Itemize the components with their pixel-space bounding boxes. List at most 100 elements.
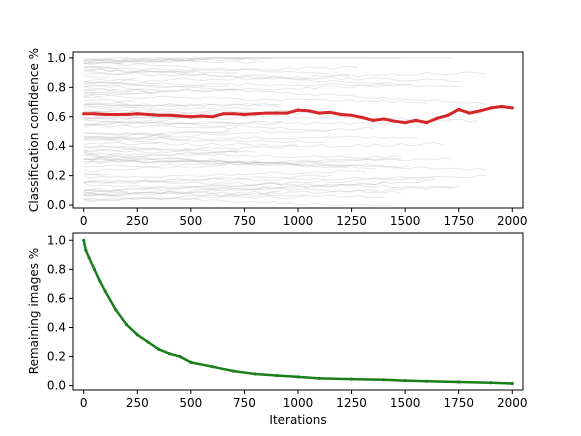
remaining-series-point — [425, 379, 429, 383]
confidence-background-trace — [83, 66, 110, 69]
confidence-background-trace — [83, 120, 282, 126]
confidence-background-trace — [83, 124, 239, 130]
confidence-background-trace — [83, 141, 299, 147]
remaining-y-axis-label: Remaining images % — [27, 248, 41, 374]
confidence-background-trace — [83, 131, 170, 138]
confidence-background-trace — [83, 77, 136, 83]
confidence-series-point — [82, 112, 86, 116]
confidence-background-trace — [83, 57, 247, 65]
confidence-series-point — [146, 112, 150, 117]
remaining-series-point — [253, 372, 257, 376]
confidence-series-point — [457, 107, 461, 111]
remaining-series-point — [510, 381, 514, 386]
confidence-background-trace — [83, 174, 333, 184]
remaining-panel: 0 250 500 750 1000 1250 1500 1750 2000 0.0 0.2 0.4… — [27, 232, 528, 427]
confidence-series-point — [489, 106, 493, 110]
confidence-series-point — [92, 112, 96, 116]
confidence-series-point — [478, 109, 482, 113]
remaining-series-point — [135, 333, 139, 337]
confidence-background-trace — [83, 117, 119, 120]
remaining-series-point — [189, 360, 193, 364]
remaining-x-tick-label: 250 — [126, 396, 149, 410]
remaining-series-point — [84, 248, 88, 252]
confidence-background-trace — [83, 159, 273, 166]
confidence-y-axis-label: Classification confidence % — [27, 48, 41, 212]
confidence-y-tick-label: 0.4 — [47, 139, 66, 153]
remaining-series-point — [92, 267, 96, 271]
remaining-y-tick-label: 0.8 — [47, 262, 66, 276]
confidence-background-trace — [83, 172, 101, 175]
remaining-series-point — [403, 379, 407, 383]
confidence-background-trace — [83, 75, 110, 79]
remaining-series-point — [87, 256, 91, 260]
remaining-series-point — [98, 279, 102, 283]
confidence-series-point — [435, 116, 439, 120]
confidence-background-trace — [83, 117, 179, 126]
confidence-background-traces — [83, 57, 487, 206]
confidence-background-trace — [83, 174, 487, 193]
confidence-background-trace — [83, 138, 161, 144]
confidence-background-trace — [83, 57, 367, 65]
confidence-series-point — [339, 112, 343, 117]
confidence-background-trace — [83, 173, 110, 176]
confidence-background-trace — [83, 187, 101, 192]
remaining-series-point — [114, 308, 118, 312]
confidence-x-tick-label: 750 — [233, 214, 256, 228]
confidence-background-trace — [83, 57, 273, 65]
confidence-series-point — [221, 112, 225, 116]
confidence-background-trace — [83, 145, 161, 150]
confidence-series-point — [253, 112, 257, 116]
confidence-y-tick-label: 1.0 — [47, 51, 66, 65]
confidence-series-point — [285, 111, 289, 115]
confidence-background-trace — [83, 88, 170, 94]
confidence-series-point — [446, 113, 450, 117]
confidence-series-point — [500, 104, 504, 109]
confidence-y-ticks: 0.0 0.2 0.4 0.6 0.8 1.0 — [47, 51, 73, 212]
confidence-background-trace — [83, 154, 410, 169]
confidence-y-tick-label: 0.8 — [47, 80, 66, 94]
confidence-series-point — [403, 121, 407, 125]
confidence-background-trace — [83, 102, 281, 107]
remaining-series-point — [489, 381, 493, 385]
confidence-background-trace — [83, 145, 239, 152]
confidence-background-trace — [83, 68, 196, 74]
confidence-background-trace — [83, 57, 453, 60]
confidence-background-trace — [83, 119, 333, 131]
remaining-y-tick-label: 0.6 — [47, 291, 66, 305]
confidence-series-point — [414, 118, 418, 122]
confidence-background-trace — [83, 84, 230, 89]
confidence-series-point — [135, 112, 139, 116]
remaining-x-tick-label: 1000 — [283, 396, 314, 410]
confidence-background-trace — [83, 158, 401, 173]
remaining-x-tick-label: 1250 — [336, 396, 367, 410]
confidence-background-trace — [83, 109, 153, 115]
remaining-series-point — [167, 352, 171, 356]
confidence-background-trace — [83, 150, 256, 161]
confidence-background-trace — [83, 87, 239, 92]
remaining-y-tick-label: 0.2 — [47, 350, 66, 364]
confidence-background-trace — [83, 115, 213, 120]
confidence-background-trace — [83, 67, 410, 87]
confidence-background-trace — [83, 180, 453, 189]
remaining-series-point — [317, 376, 321, 380]
confidence-series-point — [178, 114, 182, 118]
remaining-series-point — [350, 377, 354, 381]
confidence-series-point — [167, 113, 171, 117]
remaining-x-tick-label: 750 — [233, 396, 256, 410]
remaining-series-point — [157, 347, 161, 351]
confidence-x-tick-label: 1500 — [390, 214, 421, 228]
remaining-x-tick-label: 0 — [80, 396, 88, 410]
confidence-background-trace — [83, 94, 427, 104]
confidence-background-trace — [83, 65, 238, 74]
confidence-series-point — [189, 115, 193, 119]
confidence-background-trace — [83, 182, 384, 197]
remaining-series-point — [296, 375, 300, 379]
confidence-series-point — [200, 114, 204, 118]
confidence-x-tick-label: 1750 — [443, 214, 474, 228]
confidence-background-trace — [83, 66, 119, 70]
confidence-y-tick-label: 0.0 — [47, 198, 66, 212]
confidence-background-trace — [83, 109, 307, 115]
confidence-background-trace — [83, 61, 350, 77]
remaining-y-tick-label: 0.0 — [47, 379, 66, 393]
remaining-series-group — [82, 238, 514, 386]
